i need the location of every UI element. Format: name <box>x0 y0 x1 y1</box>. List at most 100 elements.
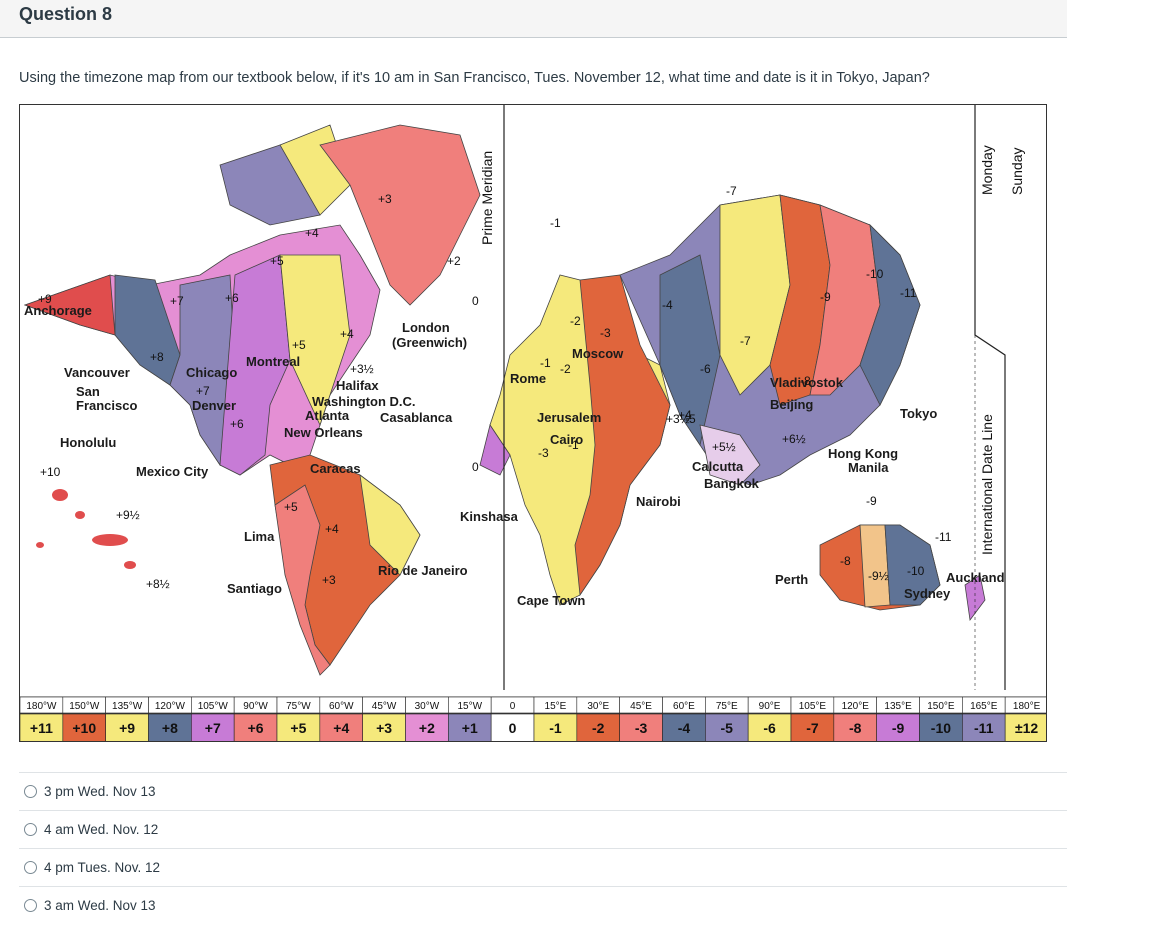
degree-label: 15°E <box>545 701 567 712</box>
asia-shape <box>619 194 921 486</box>
zone-offset-label: +9½ <box>116 508 140 522</box>
zone-offset-label: -5 <box>685 412 696 426</box>
city-label: Caracas <box>310 461 361 476</box>
timezone-band-label: -2 <box>592 720 605 736</box>
timezone-band-label: -10 <box>931 720 951 736</box>
zone-offset-label: -9 <box>866 494 877 508</box>
city-label: Nairobi <box>636 494 681 509</box>
zone-offset-label: 0 <box>472 294 479 308</box>
europe-africa-shape <box>479 274 671 606</box>
timezone-band-label: +3 <box>376 720 392 736</box>
degree-label: 150°E <box>927 701 955 712</box>
city-label: Cape Town <box>517 593 585 608</box>
timezone-band-label: ±12 <box>1015 720 1038 736</box>
zone-offset-label: -11 <box>935 530 952 544</box>
city-label: New Orleans <box>284 425 363 440</box>
timezone-band-cell <box>105 713 149 741</box>
zone-offset-label: +3½ <box>350 362 374 376</box>
zone-offset-label: -1 <box>540 356 551 370</box>
radio-button[interactable] <box>24 785 37 798</box>
answer-label: 3 am Wed. Nov 13 <box>44 898 156 913</box>
timezone-band-cell <box>1004 713 1046 741</box>
zone-offset-label: +7 <box>196 384 210 398</box>
timezone-band-label: -1 <box>549 720 562 736</box>
timezone-band-label: +4 <box>333 720 349 736</box>
radio-button[interactable] <box>24 823 37 836</box>
timezone-band-label: -11 <box>974 720 994 736</box>
zone-offset-label: +10 <box>40 465 61 479</box>
timezone-map-graphic: Prime Meridian International Date Line M… <box>20 105 1046 741</box>
degree-label: 120°W <box>155 701 186 712</box>
timezone-band-cell <box>705 713 749 741</box>
south-america-shape <box>269 454 421 676</box>
timezone-band-label: -4 <box>678 720 691 736</box>
degree-label: 150°W <box>69 701 100 712</box>
answer-option-2[interactable]: 4 am Wed. Nov. 12 <box>19 810 1067 848</box>
degree-label: 15°W <box>457 701 482 712</box>
zone-offset-label: +5 <box>270 254 284 268</box>
timezone-band-cell <box>833 713 877 741</box>
city-label: (Greenwich) <box>392 335 467 350</box>
zone-offset-label: -2 <box>570 314 581 328</box>
zone-offset-label: +5 <box>284 500 298 514</box>
zone-offset-label: -2 <box>560 362 571 376</box>
city-label: Rome <box>510 371 546 386</box>
zone-offset-label: +9 <box>38 292 52 306</box>
answer-option-4[interactable]: 3 am Wed. Nov 13 <box>19 886 1067 924</box>
city-label: Auckland <box>946 570 1005 585</box>
city-label: Jerusalem <box>537 410 601 425</box>
city-label: Tokyo <box>900 406 937 421</box>
zone-offset-label: +8½ <box>146 577 170 591</box>
timezone-band-cell <box>662 713 706 741</box>
timezone-band-cell <box>448 713 492 741</box>
timezone-band-label: +7 <box>205 720 221 736</box>
zone-offset-label: +3 <box>378 192 392 206</box>
question-title: Question 8 <box>19 4 113 24</box>
new-zealand-shape <box>964 574 986 622</box>
timezone-band-label: -9 <box>892 720 905 736</box>
city-label: Manila <box>848 460 889 475</box>
degree-label: 105°E <box>799 701 827 712</box>
zone-offset-label: -10 <box>907 564 925 578</box>
answer-option-1[interactable]: 3 pm Wed. Nov 13 <box>19 772 1067 810</box>
timezone-band-label: +6 <box>248 720 264 736</box>
city-label: Beijing <box>770 397 813 412</box>
city-label: Francisco <box>76 398 137 413</box>
answer-list: 3 pm Wed. Nov 13 4 am Wed. Nov. 12 4 pm … <box>19 772 1067 924</box>
timezone-band-label: +8 <box>162 720 178 736</box>
zone-offset-label: -7 <box>740 334 751 348</box>
zone-offset-label: -1 <box>568 438 579 452</box>
zone-offset-label: -1 <box>550 216 561 230</box>
timezone-band-label: -5 <box>721 720 734 736</box>
degree-label: 120°E <box>842 701 870 712</box>
timezone-band-cell <box>319 713 363 741</box>
timezone-band-label: +10 <box>72 720 96 736</box>
degree-label: 30°W <box>415 701 440 712</box>
day-monday-label: Monday <box>979 145 995 195</box>
zone-offset-label: +5½ <box>712 440 736 454</box>
zone-offset-label: +6 <box>230 417 244 431</box>
zone-offset-label: -8 <box>840 554 851 568</box>
radio-button[interactable] <box>24 861 37 874</box>
city-label: Perth <box>775 572 808 587</box>
degree-label: 30°E <box>587 701 609 712</box>
timezone-band-label: -8 <box>849 720 862 736</box>
radio-button[interactable] <box>24 899 37 912</box>
zone-offset-label: +8 <box>150 350 164 364</box>
timezone-band-cell <box>276 713 321 741</box>
prime-meridian-label: Prime Meridian <box>479 151 495 245</box>
city-label: Vancouver <box>64 365 130 380</box>
answer-option-3[interactable]: 4 pm Tues. Nov. 12 <box>19 848 1067 886</box>
timezone-band-cell <box>148 713 192 741</box>
timezone-band-cell <box>619 713 663 741</box>
timezone-band-cell <box>233 713 278 741</box>
zone-offset-label: +6 <box>225 291 239 305</box>
timezone-band-label: +1 <box>462 720 478 736</box>
city-label: Vladivostok <box>770 375 844 390</box>
degree-label: 105°W <box>198 701 229 712</box>
city-label: Santiago <box>227 581 282 596</box>
zone-offset-label: +4 <box>678 408 692 422</box>
zone-offset-label: +2 <box>447 254 461 268</box>
degree-label: 180°W <box>26 701 57 712</box>
zone-offset-label: +4 <box>305 226 319 240</box>
